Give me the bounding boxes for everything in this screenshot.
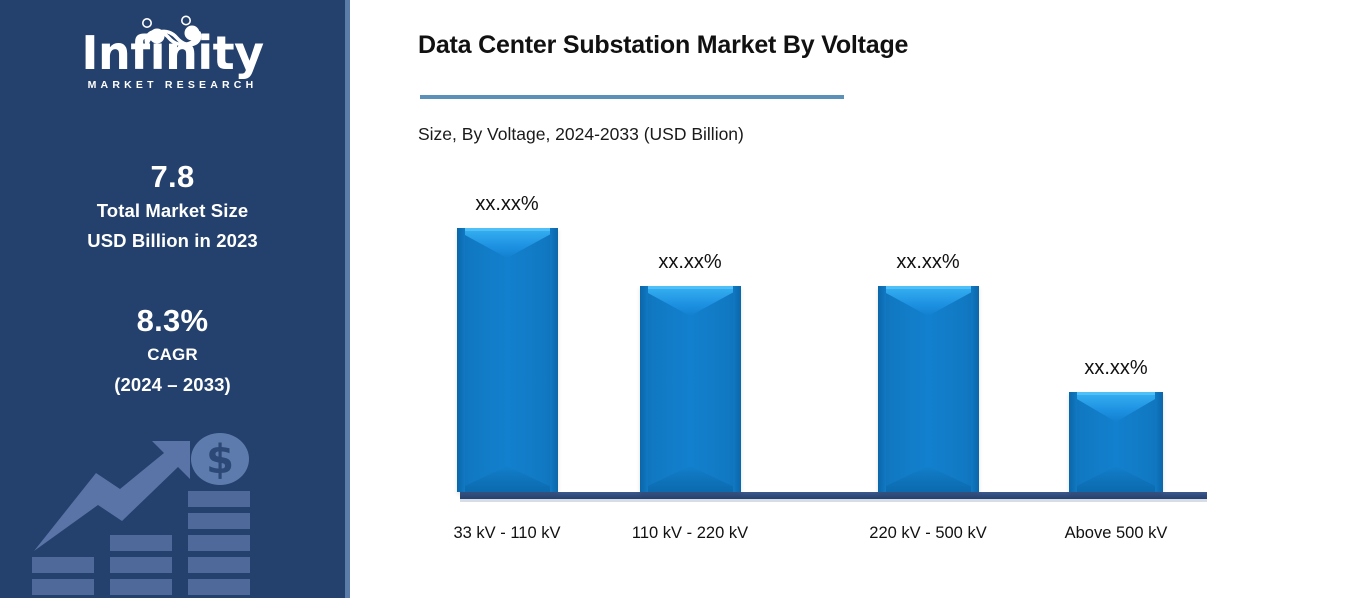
stat-label-cagr: CAGR [147, 345, 198, 364]
bar-chart: xx.xx% 33 kV - 110 kV xx.xx% 110 kV - 220 k… [350, 0, 1358, 598]
chart-axis-line [460, 492, 1207, 499]
bevel-right-2 [732, 286, 741, 492]
logo-wordmark: Infinity [81, 26, 264, 80]
bevel-bottom-2 [639, 466, 741, 492]
bar-4 [1069, 392, 1163, 492]
stat-label-market-size-line1: Total Market Size [96, 200, 249, 221]
logo-tagline: MARKET RESEARCH [87, 79, 258, 91]
bevel-bottom-1 [456, 466, 558, 492]
category-label-3: 220 kV - 500 kV [869, 524, 987, 542]
bevel-top-1 [456, 228, 558, 258]
chart-panel: Data Center Substation Market By Voltage… [350, 0, 1358, 598]
bar-1 [456, 228, 558, 492]
category-label-2: 110 kV - 220 kV [631, 524, 749, 542]
bevel-left-1 [456, 228, 465, 492]
bevel-top-3 [877, 286, 979, 316]
title-divider [420, 95, 844, 99]
brand-logo: Infinity MARKET RESEARCH [0, 14, 345, 91]
bevel-left-4 [1069, 392, 1077, 492]
chart-axis-shadow [460, 499, 1207, 502]
stat-total-market-size: 7.8 Total Market Size USD Billion in 202… [0, 158, 345, 256]
svg-text:$: $ [206, 437, 234, 483]
sidebar-accent-stripe [345, 0, 350, 598]
bevel-bottom-3 [877, 466, 979, 492]
stat-value-cagr: 8.3% [136, 303, 209, 338]
bevel-left-2 [639, 286, 648, 492]
bar-value-label-2: xx.xx% [658, 251, 722, 273]
page-title: Data Center Substation Market By Voltage [418, 31, 909, 59]
bevel-right-3 [970, 286, 979, 492]
bar-3 [877, 286, 979, 492]
stat-label-cagr-period: (2024 – 2033) [114, 374, 231, 395]
chart-subtitle: Size, By Voltage, 2024-2033 (USD Billion… [418, 124, 744, 144]
bevel-top-4 [1069, 392, 1163, 422]
bevel-left-3 [877, 286, 886, 492]
bevel-right-4 [1155, 392, 1163, 492]
bar-value-label-4: xx.xx% [1084, 357, 1148, 379]
bar-value-label-3: xx.xx% [896, 251, 960, 273]
category-label-4: Above 500 kV [1064, 524, 1168, 542]
bevel-top-2 [639, 286, 741, 316]
bevel-top-edge-4 [1069, 392, 1163, 395]
bevel-bottom-4 [1069, 466, 1163, 492]
sidebar-panel: Infinity MARKET RESEARCH 7.8 Total Marke… [0, 0, 345, 598]
bevel-right-1 [549, 228, 558, 492]
bar-value-label-1: xx.xx% [475, 193, 539, 215]
infinity-people-icon [0, 14, 345, 58]
stat-value-market-size: 7.8 [150, 159, 195, 194]
bevel-top-edge-3 [877, 286, 979, 289]
stat-label-market-size-line2: USD Billion in 2023 [87, 230, 258, 251]
bar-2 [639, 286, 741, 492]
stat-cagr: 8.3% CAGR (2024 – 2033) [0, 302, 345, 400]
growth-arrow-coins-dollar-icon: $ [30, 423, 330, 598]
bevel-top-edge-2 [639, 286, 741, 289]
bevel-top-edge-1 [456, 228, 558, 231]
category-label-1: 33 kV - 110 kV [453, 524, 561, 542]
